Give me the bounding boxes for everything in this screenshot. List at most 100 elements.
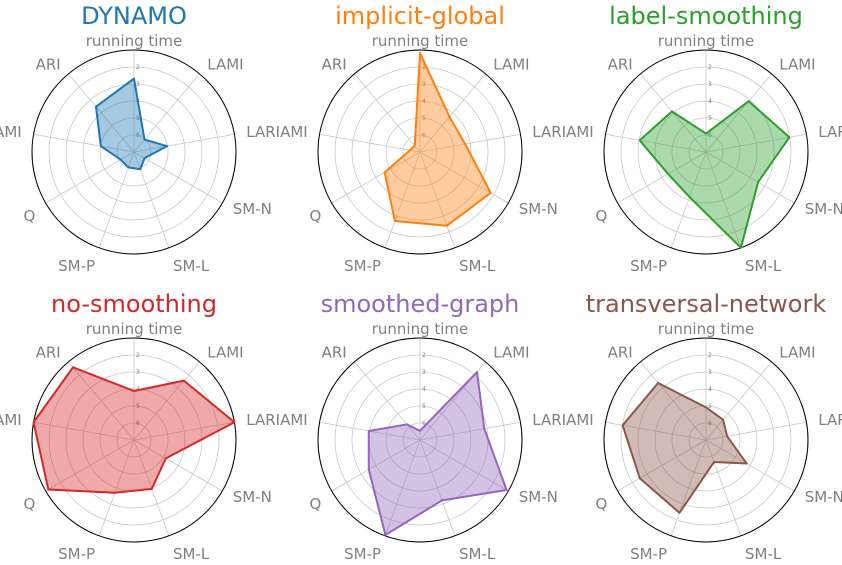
ring-label: 3 <box>136 369 140 376</box>
panel-title: smoothed-graph <box>321 290 520 318</box>
ring-label: 5 <box>136 403 140 410</box>
axis-label: SM-P <box>344 257 381 275</box>
axis-label: ARI <box>322 344 347 362</box>
axis-label: LAMI <box>493 344 529 362</box>
axis-label: SM-L <box>173 545 210 563</box>
grid-spoke <box>419 439 456 536</box>
axis-label: running time <box>658 320 755 338</box>
radar-frame <box>317 49 523 255</box>
ring-label: 3 <box>422 81 426 88</box>
grid-spoke <box>354 361 421 441</box>
axis-label: LARI <box>818 411 842 429</box>
axis-label: AMI <box>280 123 308 141</box>
ring-label: 2 <box>708 352 712 359</box>
axis-label: ARI <box>322 56 347 74</box>
ring-label: 4 <box>708 386 712 393</box>
grid-spoke <box>331 151 421 204</box>
series-area <box>639 101 790 248</box>
series-area <box>33 367 235 493</box>
series-area <box>95 78 168 170</box>
axis-label: AMI <box>566 411 594 429</box>
ring-label: 6 <box>708 132 712 139</box>
grid-spoke <box>670 151 707 248</box>
grid-spoke <box>384 439 421 536</box>
axis-label: SM-N <box>233 488 272 506</box>
grid-spoke <box>705 73 772 153</box>
axis-label: running time <box>372 32 469 50</box>
grid-spoke <box>705 439 795 492</box>
axis-label: Q <box>595 207 607 225</box>
grid-spoke <box>419 73 486 153</box>
axis-label: LAMI <box>207 344 243 362</box>
axis-label: Q <box>23 207 35 225</box>
panel-title: no-smoothing <box>51 290 217 318</box>
ring-label: 5 <box>136 115 140 122</box>
grid-spoke <box>45 439 135 492</box>
axis-label: SM-N <box>519 200 558 218</box>
axis-label: running time <box>86 32 183 50</box>
grid-spoke <box>419 151 456 248</box>
axis-label: AMI <box>0 411 22 429</box>
axis-label: SM-P <box>344 545 381 563</box>
panel-title: transversal-network <box>586 290 827 318</box>
axis-label: SM-P <box>58 257 95 275</box>
axis-label: LARI <box>532 411 566 429</box>
grid-spoke <box>33 133 135 153</box>
axis-label: AMI <box>0 123 22 141</box>
grid-spoke <box>640 361 707 441</box>
panel-title: DYNAMO <box>81 2 187 30</box>
radar-frame <box>603 49 809 255</box>
axis-label: AMI <box>280 411 308 429</box>
axis-label: SM-L <box>745 545 782 563</box>
grid-spoke <box>354 73 421 153</box>
ring-label: 4 <box>422 98 426 105</box>
series-line <box>94 77 169 171</box>
grid-spoke <box>319 133 421 153</box>
axis-label: SM-N <box>233 200 272 218</box>
axis-label: ARI <box>36 344 61 362</box>
series-line <box>621 381 748 514</box>
grid-spoke <box>98 439 135 536</box>
axis-label: LARI <box>818 123 842 141</box>
axis-label: SM-N <box>805 488 842 506</box>
series-area <box>384 53 491 226</box>
axis-label: Q <box>23 495 35 513</box>
ring-label: 5 <box>422 115 426 122</box>
grid-spoke <box>68 73 135 153</box>
ring-label: 2 <box>422 64 426 71</box>
series-line <box>367 371 508 536</box>
axis-label: running time <box>372 320 469 338</box>
ring-label: 4 <box>708 98 712 105</box>
radar-frame <box>31 49 237 255</box>
ring-label: 2 <box>136 64 140 71</box>
radar-panel-2: 2 3 4 5 6 running time LAMI LARI SM-N SM-L SM-P Q AM… <box>566 2 842 275</box>
axis-label: LAMI <box>779 344 815 362</box>
ring-label: 3 <box>708 369 712 376</box>
series-line <box>32 366 236 494</box>
grid-spoke <box>670 439 707 536</box>
grid-spoke <box>45 151 135 204</box>
ring-label: 5 <box>708 115 712 122</box>
radar-panel-4: 2 3 4 5 6 running time LAMI LARI SM-N SM-L SM-P Q AM… <box>280 290 566 563</box>
grid-spoke <box>705 439 742 536</box>
series-area <box>368 372 507 535</box>
grid-spoke <box>705 361 772 441</box>
panel-title: implicit-global <box>335 2 505 30</box>
ring-label: 6 <box>422 420 426 427</box>
grid-spoke <box>33 421 135 441</box>
grid-spoke <box>705 151 742 248</box>
axis-label: LAMI <box>207 56 243 74</box>
grid-spoke <box>133 439 223 492</box>
grid-spoke <box>419 439 509 492</box>
axis-label: LARI <box>246 123 280 141</box>
axis-label: SM-P <box>630 257 667 275</box>
grid-spoke <box>133 361 200 441</box>
axis-label: SM-L <box>745 257 782 275</box>
grid-spoke <box>617 151 707 204</box>
axis-label: running time <box>86 320 183 338</box>
ring-label: 6 <box>422 132 426 139</box>
ring-label: 2 <box>708 64 712 71</box>
axis-label: LARI <box>246 411 280 429</box>
